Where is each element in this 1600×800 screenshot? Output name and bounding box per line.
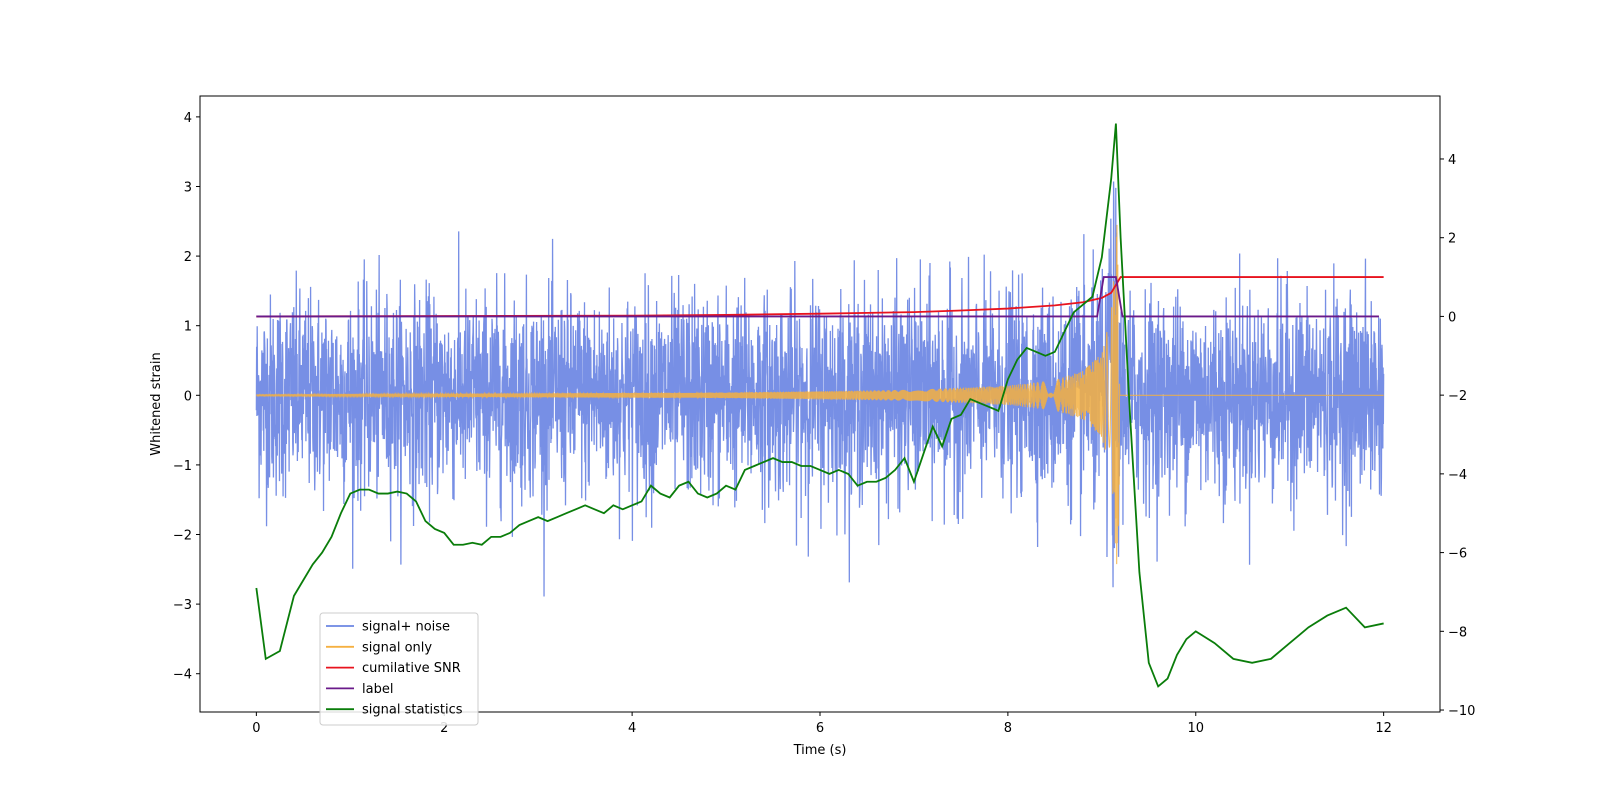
legend-label: signal statistics <box>362 703 463 718</box>
series-signal-statistics-line <box>255 123 1384 688</box>
y2-tick-label: 4 <box>1448 153 1456 168</box>
series-signal-plus-noise-line <box>255 181 1385 597</box>
x-tick-label: 4 <box>628 721 636 736</box>
series-cumulative-snr-line <box>256 276 1384 318</box>
y-tick-label: 1 <box>184 320 192 335</box>
x-axis-label: Time (s) <box>793 743 847 758</box>
y-tick-label: −4 <box>173 668 192 683</box>
x-tick-label: 12 <box>1375 721 1392 736</box>
y-axis-left: −4 −3 −2 −1 0 1 2 3 4 <box>173 111 200 683</box>
y-tick-label: 4 <box>184 111 192 126</box>
y2-tick-label: −6 <box>1448 547 1467 562</box>
legend: signal+ noise signal only cumilative SNR la… <box>319 612 479 726</box>
y2-tick-label: 0 <box>1448 310 1456 325</box>
y-tick-label: 2 <box>184 250 192 265</box>
y-tick-label: −1 <box>173 459 192 474</box>
legend-label: signal only <box>362 640 432 655</box>
x-tick-label: 2 <box>440 721 448 736</box>
x-tick-label: 6 <box>816 721 824 736</box>
y2-tick-label: −4 <box>1448 468 1467 483</box>
x-tick-label: 8 <box>1004 721 1012 736</box>
y-tick-label: −2 <box>173 529 192 544</box>
y-axis-label: Whitened strain <box>149 352 164 455</box>
y-axis-right: −10 −8 −6 −4 −2 0 2 4 <box>1440 153 1475 719</box>
legend-label: signal+ noise <box>362 620 450 635</box>
series-signal-only-line <box>256 224 1384 565</box>
y2-tick-label: −8 <box>1448 625 1467 640</box>
legend-label: label <box>362 682 393 697</box>
y-tick-label: 0 <box>184 389 192 404</box>
legend-label: cumilative SNR <box>362 661 461 676</box>
x-tick-label: 0 <box>252 721 260 736</box>
plot-area <box>255 123 1385 688</box>
y2-tick-label: 2 <box>1448 232 1456 247</box>
y-tick-label: 3 <box>184 180 192 195</box>
y-tick-label: −3 <box>173 598 192 613</box>
x-tick-label: 10 <box>1187 721 1204 736</box>
y2-tick-label: −10 <box>1448 704 1475 719</box>
y2-tick-label: −2 <box>1448 389 1467 404</box>
legend-box <box>319 612 479 726</box>
series-label-line <box>256 276 1379 318</box>
